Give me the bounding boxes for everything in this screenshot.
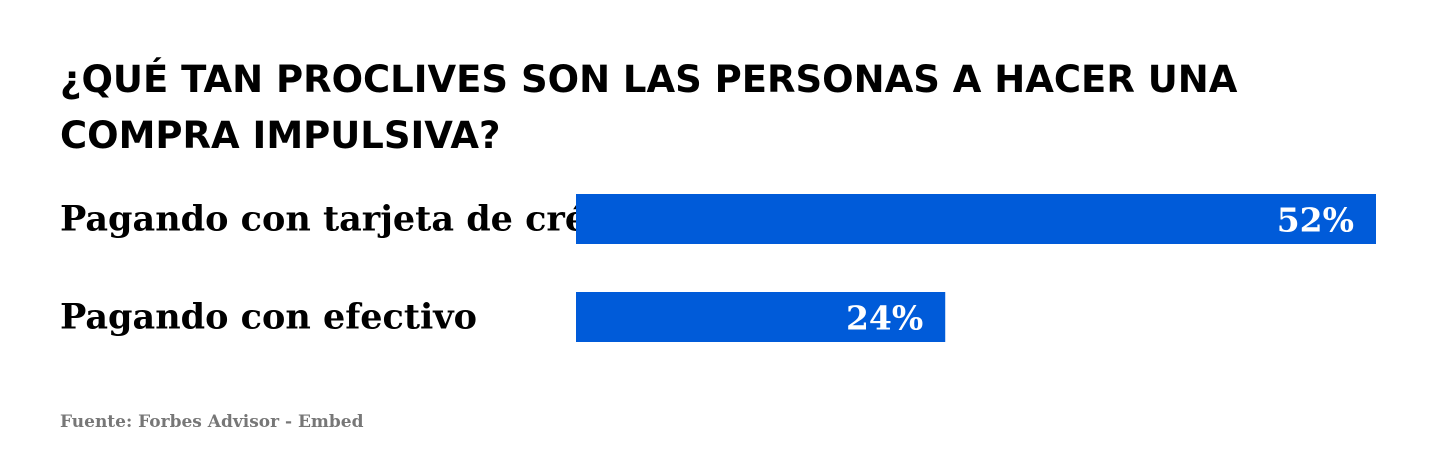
data-label: 52% bbox=[1277, 201, 1354, 240]
data-label: 24% bbox=[846, 299, 923, 338]
category-label: Pagando con efectivo bbox=[60, 297, 477, 338]
category-label: Pagando con tarjeta de crédito bbox=[60, 199, 664, 240]
bar bbox=[576, 292, 946, 342]
source-note: Fuente: Forbes Advisor - Embed bbox=[60, 412, 364, 432]
chart-title: ¿QUÉ TAN PROCLIVES SON LAS PERSONAS A HA… bbox=[60, 58, 1238, 157]
bar bbox=[576, 194, 1376, 244]
